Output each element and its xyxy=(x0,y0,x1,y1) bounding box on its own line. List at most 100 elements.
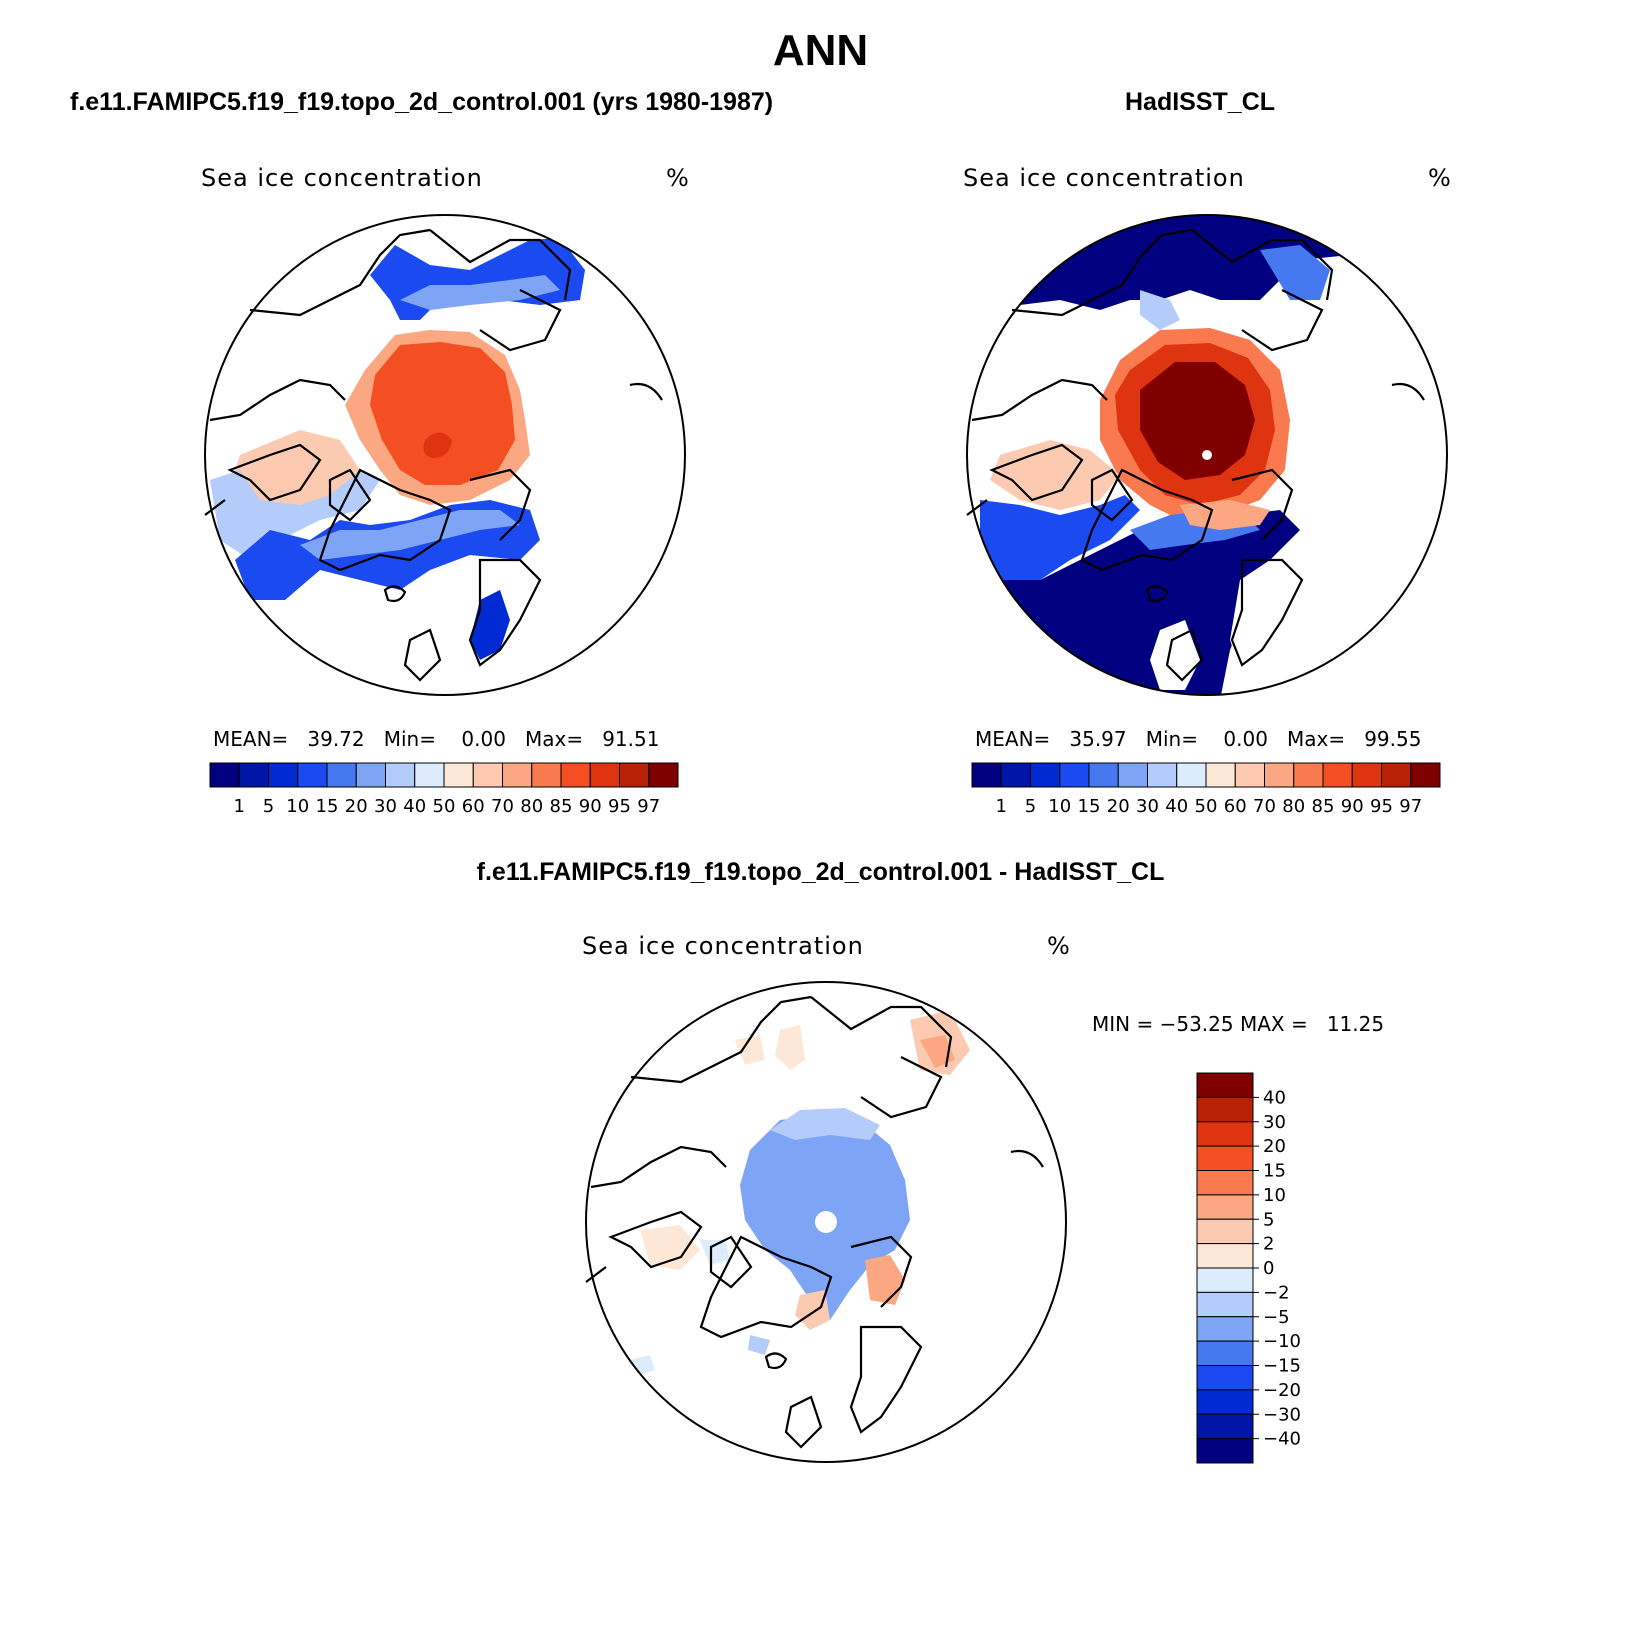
obs-colorbar-box xyxy=(1381,762,1412,788)
obs-colorbar-tick-label: 60 xyxy=(1224,796,1247,817)
diff-colorbar-box xyxy=(1196,1340,1254,1366)
diff-colorbar-box xyxy=(1196,1291,1254,1318)
diff-colorbar-box xyxy=(1196,1096,1254,1123)
diff-colorbar-box xyxy=(1196,1413,1254,1440)
obs-colorbar-box xyxy=(1264,762,1295,788)
diff-colorbar-box xyxy=(1196,1438,1254,1464)
diff-colorbar-box xyxy=(1196,1072,1254,1098)
diff-stats: MIN = −53.25 MAX = 11.25 xyxy=(1092,1012,1384,1036)
model-colorbar-box xyxy=(385,762,416,788)
model-colorbar-tick-label: 95 xyxy=(608,796,631,817)
model-colorbar-box xyxy=(268,762,299,788)
diff-max-label: MAX = xyxy=(1239,1012,1308,1036)
diff-colorbar-tick-label: 40 xyxy=(1263,1087,1286,1108)
model-colorbar-box xyxy=(414,762,445,788)
diff-min-label: MIN = xyxy=(1092,1012,1154,1036)
model-map xyxy=(204,214,686,696)
obs-colorbar-tick-label: 90 xyxy=(1341,796,1364,817)
obs-colorbar-box xyxy=(1088,762,1119,788)
obs-colorbar-tick-label: 70 xyxy=(1253,796,1276,817)
obs-colorbar-tick-label: 15 xyxy=(1078,796,1101,817)
obs-colorbar-tick-label: 40 xyxy=(1165,796,1188,817)
model-colorbar-box xyxy=(560,762,591,788)
obs-mean-label: MEAN= xyxy=(975,727,1051,751)
model-map-fill xyxy=(210,238,585,660)
diff-colorbar-box xyxy=(1196,1121,1254,1147)
model-units-label: % xyxy=(666,164,690,192)
model-max-label: Max= xyxy=(525,727,584,751)
model-colorbar-box xyxy=(443,762,474,788)
model-colorbar-box xyxy=(619,762,650,788)
obs-mean-value: 35.97 xyxy=(1069,727,1127,751)
model-colorbar-box xyxy=(589,762,620,788)
obs-max-label: Max= xyxy=(1287,727,1346,751)
model-colorbar-tick-label: 50 xyxy=(433,796,456,817)
model-colorbar-box xyxy=(648,762,679,788)
obs-colorbar-box xyxy=(1234,762,1265,788)
obs-min-label: Min= xyxy=(1145,727,1198,751)
diff-min-value: −53.25 xyxy=(1159,1012,1234,1036)
figure-title: ANN xyxy=(772,26,869,75)
diff-colorbar-tick-label: 10 xyxy=(1263,1185,1286,1206)
diff-colorbar-tick-label: −2 xyxy=(1263,1282,1290,1303)
model-colorbar-tick-label: 60 xyxy=(462,796,485,817)
diff-coastlines xyxy=(585,995,1044,1449)
model-colorbar-box xyxy=(531,762,562,788)
diff-colorbar-tick-label: 2 xyxy=(1263,1234,1274,1255)
diff-colorbar-tick-label: −40 xyxy=(1263,1429,1301,1450)
diff-colorbar-box xyxy=(1196,1243,1254,1269)
diff-colorbar-tick-label: −30 xyxy=(1263,1404,1301,1425)
model-colorbar-tick-label: 1 xyxy=(234,796,245,817)
diff-units-label: % xyxy=(1047,932,1071,960)
model-colorbar-tick-label: 15 xyxy=(316,796,339,817)
diff-map xyxy=(585,981,1067,1463)
diff-colorbar-box xyxy=(1196,1365,1254,1391)
model-case-title: f.e11.FAMIPC5.f19_f19.topo_2d_control.00… xyxy=(70,88,774,116)
obs-case-title: HadISST_CL xyxy=(1125,88,1276,116)
obs-coastlines xyxy=(966,228,1425,682)
model-stats: MEAN= 39.72 Min= 0.00 Max= 91.51 xyxy=(213,727,659,751)
model-colorbar-tick-label: 40 xyxy=(403,796,426,817)
model-map-border xyxy=(204,214,686,696)
model-colorbar-tick-label: 30 xyxy=(374,796,397,817)
model-variable-label: Sea ice concentration xyxy=(201,164,483,192)
obs-colorbar-tick-label: 85 xyxy=(1312,796,1335,817)
model-colorbar-tick-label: 10 xyxy=(286,796,309,817)
model-colorbar-tick-label: 5 xyxy=(263,796,274,817)
obs-colorbar-box xyxy=(1000,762,1031,788)
diff-colorbar-tick-label: 20 xyxy=(1263,1136,1286,1157)
obs-colorbar-box xyxy=(1117,762,1148,788)
model-colorbar-tick-label: 90 xyxy=(579,796,602,817)
model-colorbar-tick-label: 20 xyxy=(345,796,368,817)
obs-colorbar-tick-label: 10 xyxy=(1048,796,1071,817)
model-coastlines xyxy=(204,228,663,682)
obs-map-fill xyxy=(967,215,1350,695)
obs-colorbar-box xyxy=(1059,762,1090,788)
obs-colorbar-tick-label: 30 xyxy=(1136,796,1159,817)
diff-colorbar-tick-label: 30 xyxy=(1263,1112,1286,1133)
model-colorbar-box xyxy=(238,762,269,788)
obs-colorbar-tick-label: 80 xyxy=(1282,796,1305,817)
diff-colorbar-tick-label: 0 xyxy=(1263,1258,1274,1279)
model-colorbar-box xyxy=(355,762,386,788)
diff-max-value: 11.25 xyxy=(1326,1012,1385,1036)
diff-colorbar-box xyxy=(1196,1218,1254,1245)
obs-colorbar-box xyxy=(1176,762,1207,788)
obs-variable-label: Sea ice concentration xyxy=(963,164,1245,192)
obs-colorbar-box xyxy=(1322,762,1353,788)
obs-colorbar-tick-label: 97 xyxy=(1399,796,1422,817)
diff-colorbar-tick-label: 15 xyxy=(1263,1161,1286,1182)
model-max-value: 91.51 xyxy=(602,727,660,751)
diff-colorbar-tick-label: −20 xyxy=(1263,1380,1301,1401)
model-colorbar-box xyxy=(326,762,357,788)
model-colorbar-tick-label: 70 xyxy=(491,796,514,817)
obs-colorbar-box xyxy=(1205,762,1236,788)
model-colorbar-tick-label: 80 xyxy=(520,796,543,817)
obs-map xyxy=(966,214,1448,696)
diff-pole-hole xyxy=(815,1211,837,1233)
obs-colorbar-box xyxy=(1030,762,1061,788)
obs-units-label: % xyxy=(1428,164,1452,192)
diff-colorbar-tick-label: −5 xyxy=(1263,1307,1290,1328)
